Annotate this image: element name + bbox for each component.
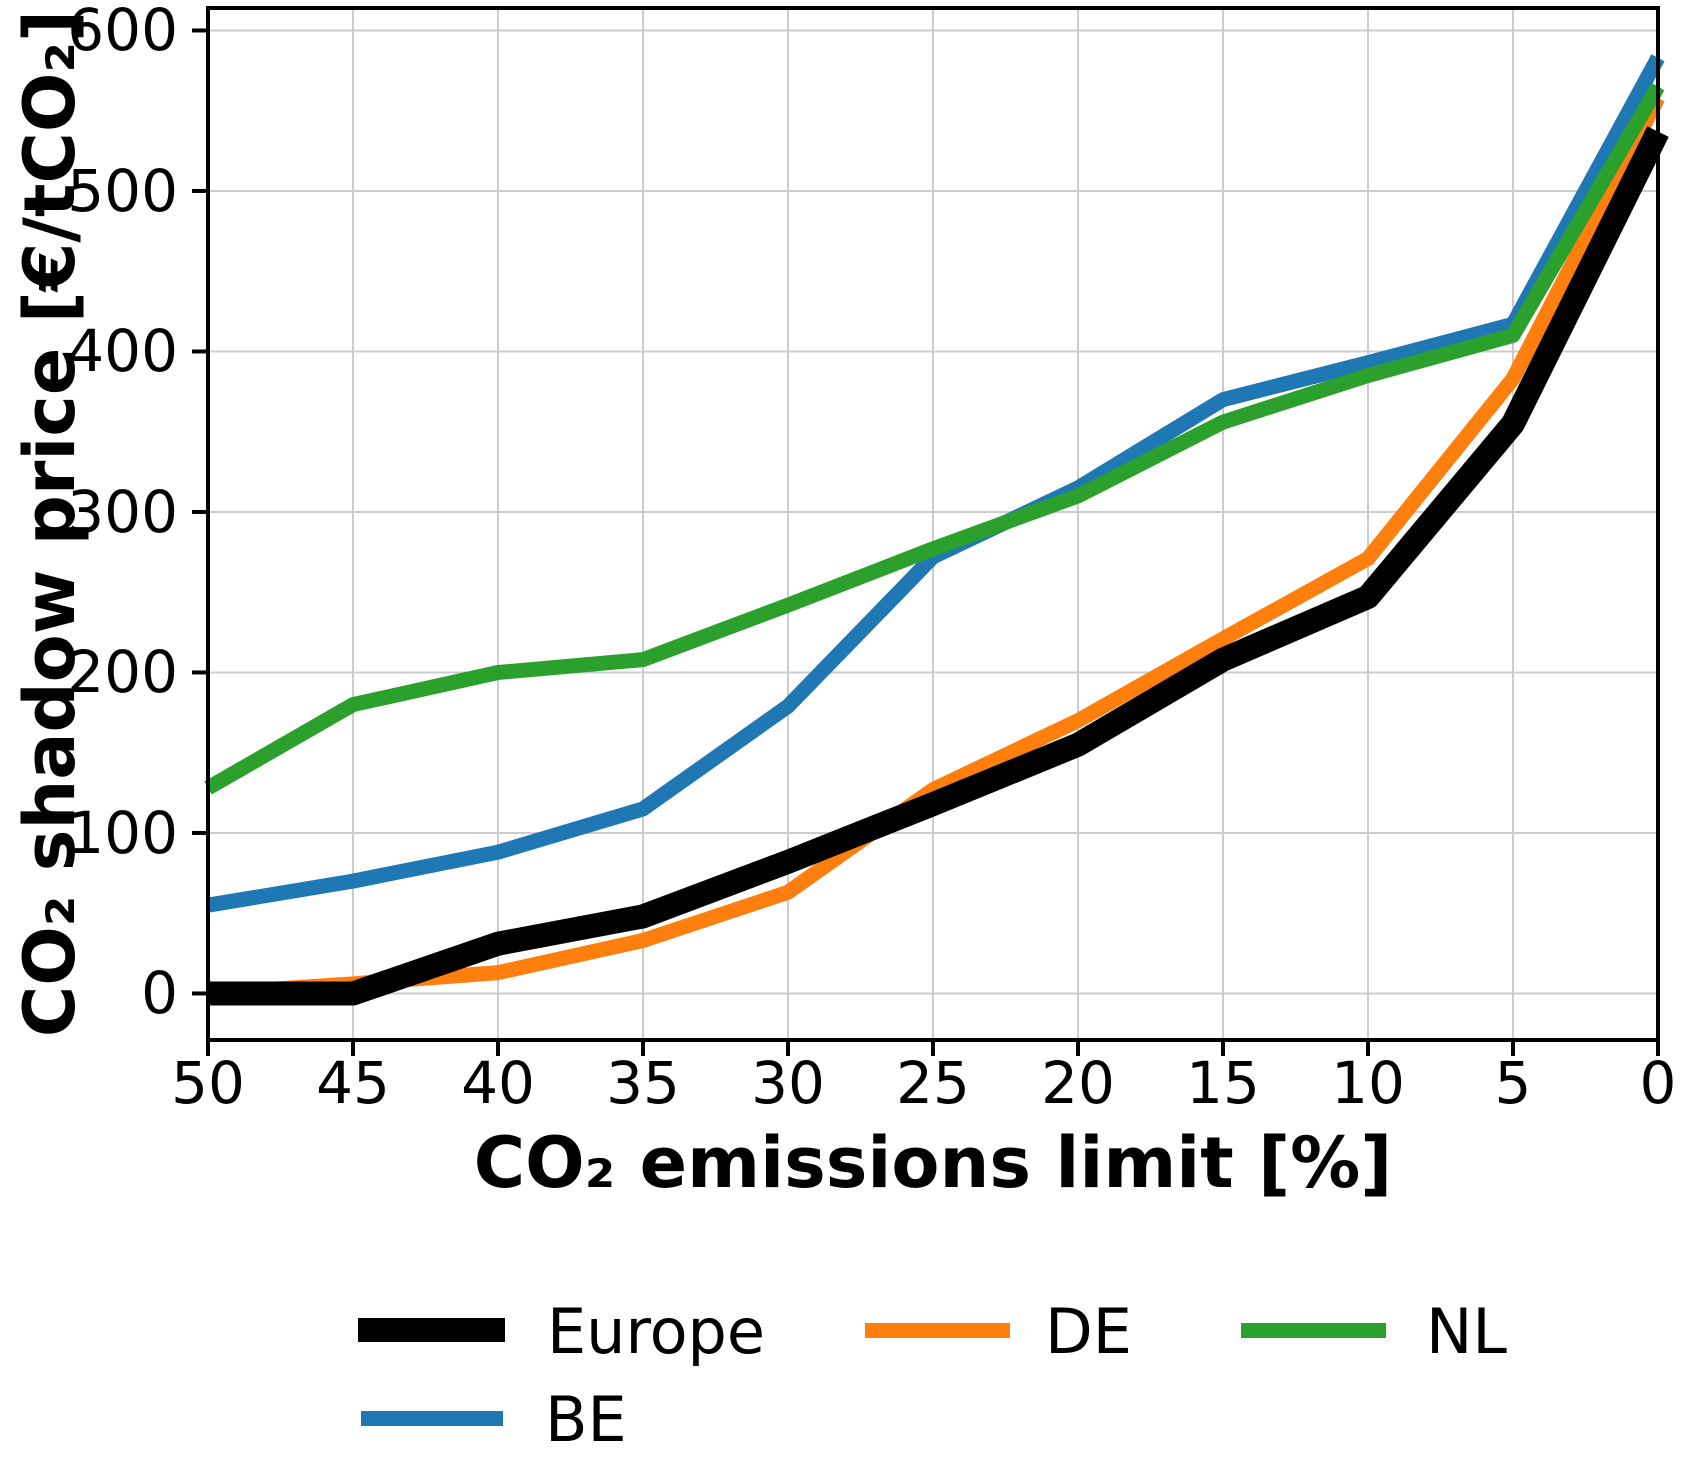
legend-swatch-europe — [358, 1318, 505, 1342]
y-tick-label: 200 — [67, 638, 178, 707]
x-tick-label: 35 — [606, 1049, 680, 1117]
x-tick-label: 25 — [896, 1049, 970, 1117]
y-axis-label: CO₂ shadow price [€/tCO₂] — [9, 10, 91, 1038]
x-axis-label-box: CO₂ emissions limit [%] — [208, 1122, 1658, 1204]
legend-swatch-be — [361, 1411, 503, 1426]
y-tick-label: 500 — [67, 156, 178, 225]
y-axis-label-box: CO₂ shadow price [€/tCO₂] — [0, 8, 100, 1040]
legend-label-de: DE — [1045, 1295, 1132, 1368]
y-tick-label: 600 — [67, 0, 178, 65]
y-tick-label: 300 — [67, 477, 178, 546]
legend-swatch-nl — [1241, 1323, 1386, 1338]
x-tick-label: 15 — [1186, 1049, 1260, 1117]
series-line-nl — [204, 82, 1665, 795]
x-tick-label: 0 — [1639, 1049, 1677, 1117]
x-tick-label: 40 — [461, 1049, 535, 1117]
y-tick-label: 0 — [141, 959, 178, 1028]
legend-label-europe: Europe — [547, 1295, 766, 1368]
x-axis-label: CO₂ emissions limit [%] — [473, 1122, 1393, 1204]
y-tick-label: 100 — [67, 798, 178, 867]
legend-label-nl: NL — [1426, 1295, 1507, 1368]
x-tick-label: 20 — [1041, 1049, 1115, 1117]
x-tick-label: 45 — [316, 1049, 390, 1117]
legend-swatch-de — [865, 1323, 1010, 1338]
series-line-europe — [208, 126, 1669, 1006]
axes-frame — [206, 6, 1660, 1042]
y-tick-label: 400 — [67, 317, 178, 386]
x-tick-label: 5 — [1494, 1049, 1532, 1117]
x-tick-label: 10 — [1331, 1049, 1405, 1117]
series-line-de — [207, 94, 1665, 1001]
x-tick-label: 30 — [751, 1049, 825, 1117]
x-tick-label: 50 — [171, 1049, 245, 1117]
legend-label-be: BE — [545, 1383, 627, 1456]
